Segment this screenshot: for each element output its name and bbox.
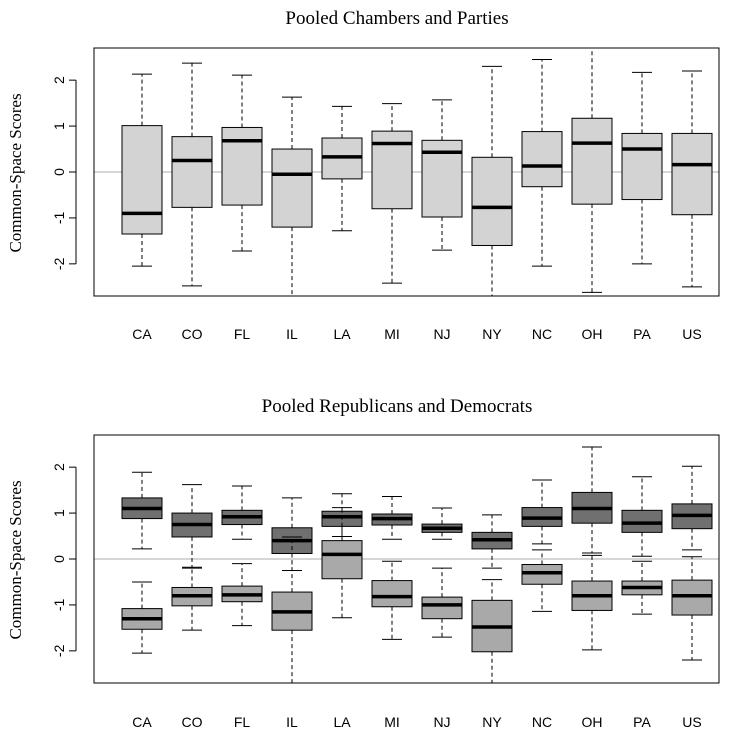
x-tick-label-pa: PA	[633, 714, 651, 730]
box-nj	[421, 99, 463, 251]
box-oh	[571, 47, 613, 293]
box-co	[171, 62, 213, 287]
box-us-series-1	[671, 465, 713, 551]
chart-2-title: Pooled Republicans and Democrats	[262, 396, 533, 417]
x-tick-label-la: LA	[333, 326, 351, 342]
box-ny	[471, 65, 513, 297]
box-nj-series-1	[421, 507, 463, 540]
x-tick-label-co: CO	[182, 326, 203, 342]
chart-1-title: Pooled Chambers and Parties	[285, 8, 508, 29]
box-body	[571, 117, 613, 205]
plot-frame	[93, 434, 720, 684]
box-il	[271, 96, 313, 297]
x-tick-label-nc: NC	[532, 326, 552, 342]
x-tick-label-mi: MI	[384, 326, 400, 342]
chart-1-plot: -2 -1 0 1 2 CA CO FL IL LA MI NJ NY NC OH PA US	[51, 47, 720, 342]
y-tick-label: 1	[51, 122, 67, 130]
x-tick-label-oh: OH	[582, 326, 603, 342]
x-tick-label-fl: FL	[234, 714, 251, 730]
chart-2-ylabel: Common-Space Scores	[6, 480, 25, 639]
box-mi	[371, 103, 413, 284]
x-tick-label-us: US	[682, 714, 701, 730]
x-tick-label-oh: OH	[582, 714, 603, 730]
y-tick-label: -2	[51, 644, 67, 657]
y-tick-label: 2	[51, 463, 67, 471]
x-tick-label-ca: CA	[132, 714, 152, 730]
y-tick-label: -2	[51, 257, 67, 270]
box-fl-series-1	[221, 485, 263, 540]
x-tick-label-fl: FL	[234, 326, 251, 342]
box-fl-series-2	[221, 563, 263, 627]
box-body	[421, 596, 463, 620]
y-tick-label: -1	[51, 598, 67, 611]
y-tick-label: 2	[51, 76, 67, 84]
x-tick-label-il: IL	[286, 326, 298, 342]
x-tick-label-il: IL	[286, 714, 298, 730]
x-tick-label-us: US	[682, 326, 701, 342]
box-body	[621, 509, 663, 533]
box-pa	[621, 71, 663, 265]
x-tick-label-co: CO	[182, 714, 203, 730]
box-pa-series-2	[621, 560, 663, 615]
box-body	[671, 579, 713, 616]
box-mi-series-2	[371, 560, 413, 640]
box-fl	[221, 74, 263, 252]
box-nc-series-2	[521, 549, 563, 612]
box-la	[321, 105, 363, 232]
box-il-series-2	[271, 536, 313, 684]
box-body	[521, 131, 563, 188]
box-body	[321, 540, 363, 580]
box-body	[471, 156, 513, 246]
x-tick-label-ca: CA	[132, 326, 152, 342]
x-tick-label-nj: NJ	[433, 326, 450, 342]
box-us	[671, 70, 713, 288]
x-tick-label-nj: NJ	[433, 714, 450, 730]
box-us-series-2	[671, 556, 713, 661]
box-body	[271, 148, 313, 228]
box-body	[121, 125, 163, 235]
box-nj-series-2	[421, 567, 463, 638]
x-tick-label-la: LA	[333, 714, 351, 730]
x-tick-label-ny: NY	[482, 714, 502, 730]
box-mi-series-1	[371, 496, 413, 540]
chart-2-plot: -2 -1 0 1 2 CA CO FL IL LA MI NJ NY NC OH PA US	[51, 434, 720, 730]
y-tick-label: 1	[51, 509, 67, 517]
box-co-series-2	[171, 566, 213, 631]
box-body	[671, 132, 713, 216]
y-tick-label: 0	[51, 168, 67, 176]
box-body	[171, 136, 213, 208]
plot-frame	[93, 47, 720, 297]
x-tick-label-mi: MI	[384, 714, 400, 730]
box-nc	[521, 58, 563, 267]
box-body	[371, 580, 413, 608]
box-ca-series-1	[121, 471, 163, 550]
box-ca-series-2	[121, 581, 163, 654]
box-nc-series-1	[521, 479, 563, 545]
box-la-series-2	[321, 507, 363, 619]
box-body	[621, 132, 663, 201]
x-tick-label-pa: PA	[633, 326, 651, 342]
y-tick-label: -1	[51, 211, 67, 224]
box-ny-series-2	[471, 579, 513, 684]
x-tick-label-ny: NY	[482, 326, 502, 342]
box-oh-series-2	[571, 554, 613, 651]
box-co-series-1	[171, 484, 213, 569]
box-oh-series-1	[571, 446, 613, 554]
box-ny-series-1	[471, 514, 513, 569]
chart-1-ylabel: Common-Space Scores	[6, 93, 25, 252]
x-tick-label-nc: NC	[532, 714, 552, 730]
y-tick-label: 0	[51, 555, 67, 563]
box-pa-series-1	[621, 476, 663, 557]
box-ca	[121, 73, 163, 267]
